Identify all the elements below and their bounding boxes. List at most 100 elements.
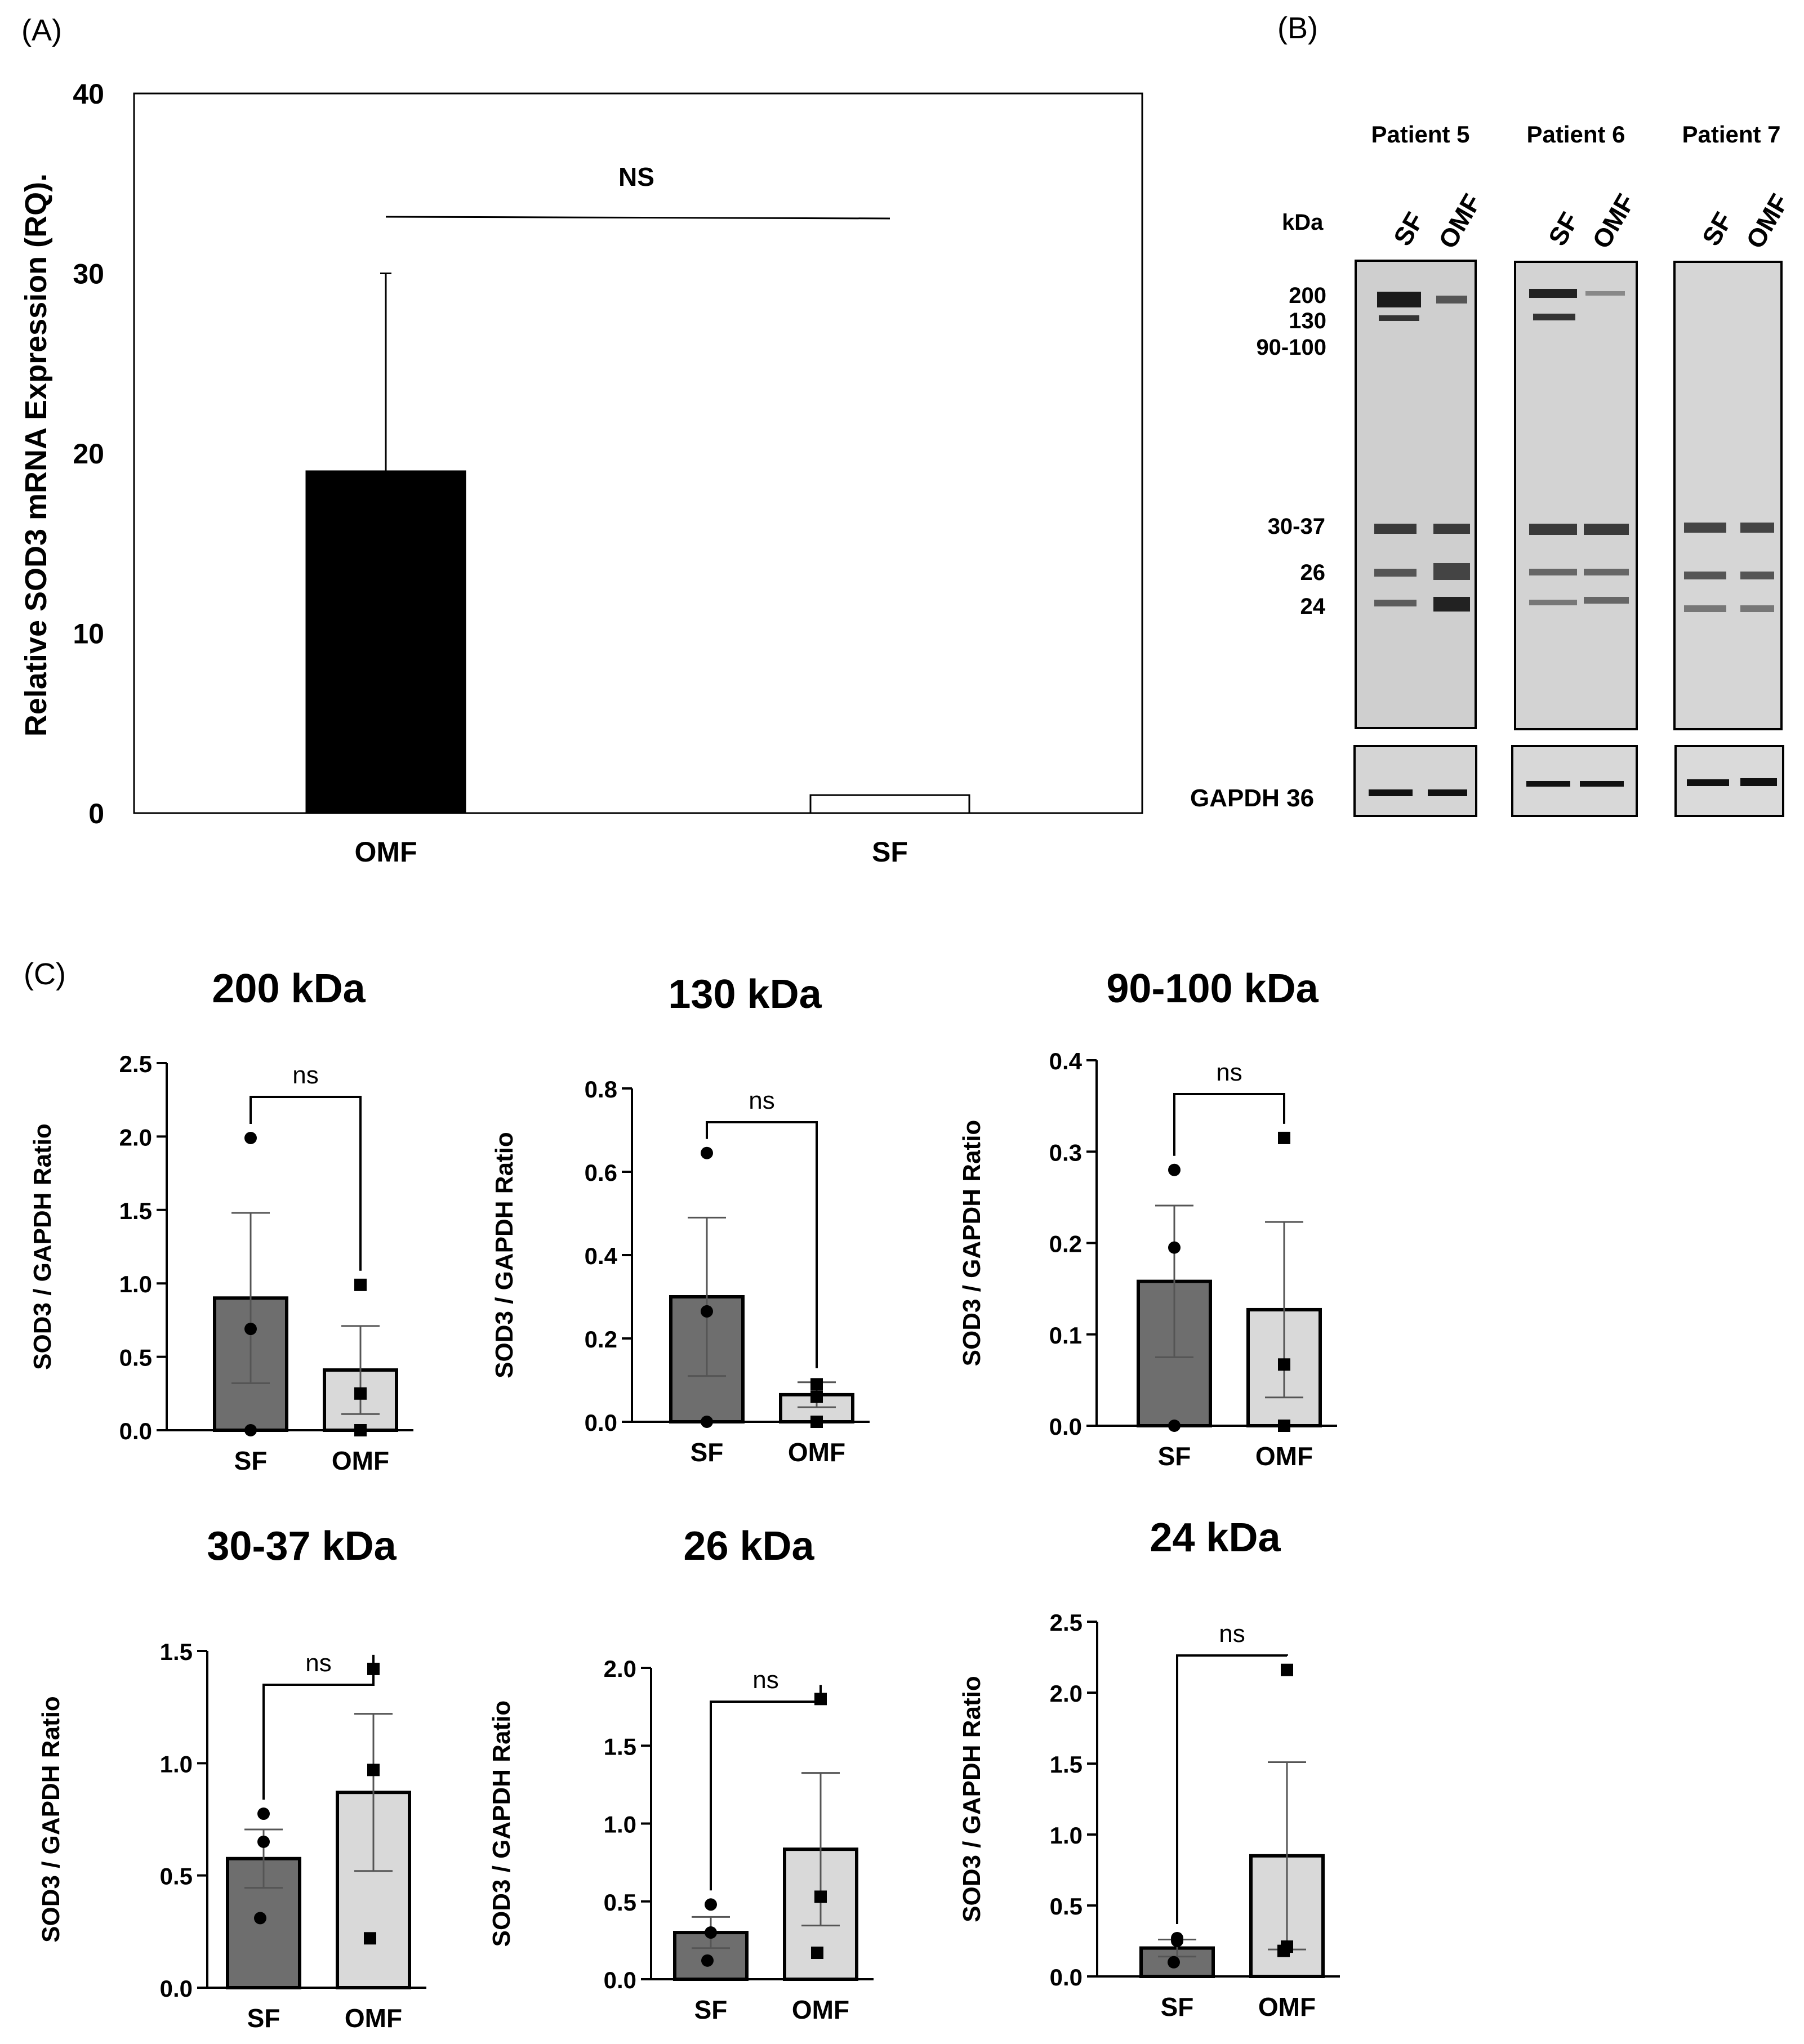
y-tick-label: 1.5 [1050, 1751, 1083, 1778]
panel-a-y-tick-label: 20 [73, 438, 104, 470]
marker-200: 200 [1289, 283, 1326, 308]
gapdh-band-p6-sf [1526, 781, 1570, 787]
lane-label-p5-omf: OMF [1433, 189, 1487, 253]
data-point-omf [1281, 1663, 1293, 1676]
panel-a-chart: 0 10 20 30 40 OMF SF NS Relative SOD3 mRNA Ex… [19, 78, 1143, 868]
band-p5-sf-130 [1379, 315, 1419, 321]
significance-label: ns [305, 1649, 331, 1677]
y-tick-label: 1.5 [160, 1639, 193, 1665]
y-tick-label: 0.3 [1049, 1139, 1082, 1166]
chart-title: 90-100 kDa [1106, 966, 1319, 1011]
data-point-sf [1171, 1935, 1183, 1947]
panel-a-significance-label: NS [618, 162, 654, 191]
data-point-omf [1277, 1944, 1290, 1957]
y-tick-label: 0.5 [160, 1863, 193, 1890]
data-point-omf [354, 1278, 367, 1291]
y-tick-label: 1.0 [604, 1811, 636, 1838]
y-tick-label: 0.8 [585, 1076, 617, 1103]
data-point-sf [701, 1146, 713, 1159]
x-tick-label-omf: OMF [1258, 1992, 1316, 2021]
data-point-sf [254, 1912, 266, 1925]
marker-30-37: 30-37 [1268, 514, 1325, 539]
panel-a-x-axis: OMF SF [354, 836, 908, 868]
data-point-sf [705, 1898, 717, 1911]
lane-label-p7-sf: SF [1696, 207, 1738, 251]
x-tick-label-sf: SF [691, 1438, 724, 1467]
chart-c-130: 130 kDa SOD3 / GAPDH Ratio 0.0 0.2 0.4 0.6 0.8… [491, 972, 870, 1467]
chart-c-30-37: 30-37 kDa SOD3 / GAPDH Ratio 0.0 0.5 1.0 1.5 S… [37, 1524, 426, 2033]
band-p5-omf-24 [1433, 597, 1470, 612]
membrane-patient-5 [1355, 260, 1477, 729]
significance-bracket [1173, 1093, 1285, 1156]
y-axis-title: SOD3 / GAPDH Ratio [958, 1120, 986, 1367]
gapdh-band-p6-omf [1580, 781, 1624, 787]
gapdh-band-p5-sf [1369, 789, 1413, 796]
data-point-omf [811, 1946, 823, 1959]
lane-label-p6-sf: SF [1543, 207, 1584, 251]
band-p7-sf-30-37 [1684, 523, 1726, 533]
band-p6-sf-30-37 [1529, 524, 1577, 535]
panel-a-y-tick-label: 10 [73, 618, 104, 650]
y-tick-label: 0.0 [119, 1418, 152, 1444]
y-tick-label: 1.5 [119, 1198, 152, 1224]
x-tick-label-omf: OMF [1255, 1441, 1313, 1471]
panel-a-bar-omf [305, 470, 466, 814]
significance-label: ns [1219, 1620, 1245, 1648]
panel-a-y-tick-label: 40 [73, 78, 104, 110]
chart-c-26: 26 kDa SOD3 / GAPDH Ratio 0.0 0.5 1.0 1.5 2.0 S… [488, 1524, 874, 2024]
significance-label: ns [1216, 1059, 1242, 1086]
marker-130: 130 [1289, 309, 1326, 333]
marker-90-100: 90-100 [1256, 335, 1326, 360]
band-p5-omf-30-37 [1433, 524, 1470, 534]
data-point-omf [814, 1890, 827, 1903]
chart-c-200: 200 kDa SOD3 / GAPDH Ratio 0.0 0.5 1.0 1.5 2.0… [29, 966, 413, 1475]
y-tick-label: 1.5 [604, 1733, 636, 1760]
y-tick-label: 0.5 [1050, 1893, 1083, 1920]
panel-a-bars [305, 273, 970, 814]
data-point-omf [367, 1764, 380, 1777]
data-point-sf [1168, 1241, 1181, 1254]
y-tick-label: 2.0 [119, 1124, 152, 1150]
lane-label-p5-sf: SF [1388, 207, 1429, 251]
y-tick-label: 0.5 [604, 1889, 636, 1916]
significance-label: ns [292, 1061, 318, 1089]
band-p5-sf-30-37 [1374, 524, 1417, 534]
y-tick-label: 0.4 [585, 1243, 618, 1269]
band-p7-sf-26 [1684, 572, 1726, 579]
y-tick-label: 1.0 [1050, 1822, 1083, 1849]
band-p6-sf-24 [1529, 600, 1577, 605]
patient-6-label: Patient 6 [1526, 121, 1625, 148]
x-tick-label-omf: OMF [788, 1438, 845, 1467]
significance-bracket [250, 1096, 362, 1271]
x-tick-label-sf: SF [247, 2003, 280, 2033]
data-point-omf [364, 1932, 376, 1945]
panel-label-c: (C) [24, 957, 66, 991]
band-p6-sf-26 [1529, 569, 1577, 575]
band-p7-omf-24 [1740, 605, 1774, 612]
data-point-sf [244, 1323, 257, 1336]
x-tick-label-sf: SF [1158, 1441, 1191, 1471]
y-tick-label: 1.0 [119, 1271, 152, 1297]
band-p5-sf-26 [1374, 569, 1417, 577]
y-tick-label: 2.5 [1050, 1609, 1083, 1636]
data-point-sf [1168, 1163, 1181, 1176]
y-axis-title: SOD3 / GAPDH Ratio [488, 1701, 515, 1947]
kda-label: kDa [1282, 210, 1324, 235]
y-tick-label: 0.4 [1049, 1048, 1083, 1074]
x-tick-label-sf: SF [694, 1995, 728, 2024]
data-point-sf [257, 1835, 270, 1848]
y-tick-label: 2.5 [119, 1051, 152, 1077]
y-axis-title: SOD3 / GAPDH Ratio [491, 1132, 518, 1378]
significance-bracket [710, 1685, 822, 1891]
band-p5-omf-26 [1433, 563, 1470, 580]
y-tick-label: 0.6 [585, 1159, 617, 1186]
band-p7-omf-30-37 [1740, 523, 1774, 533]
x-tick-label-omf: OMF [345, 2003, 402, 2033]
x-tick-label-sf: SF [234, 1446, 268, 1475]
marker-24: 24 [1300, 594, 1326, 619]
panel-b-western-blot: Patient 5 Patient 6 Patient 7 kDa SF OMF… [1190, 121, 1794, 817]
lane-label-p6-omf: OMF [1587, 189, 1641, 253]
band-p6-omf-26 [1584, 569, 1629, 575]
y-tick-label: 0.0 [1049, 1413, 1082, 1440]
